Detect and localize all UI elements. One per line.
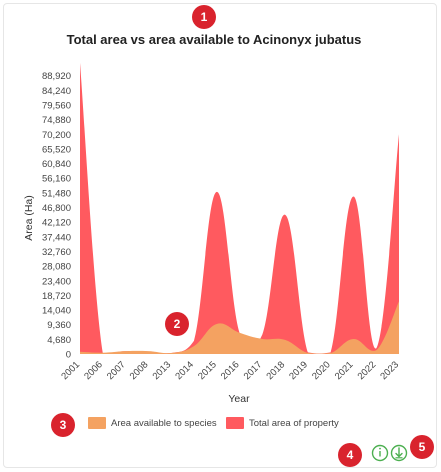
annotation-badge-number: 4 [347,448,354,462]
legend-item-total[interactable]: Total area of property [226,417,339,429]
x-tick-label: 2017 [242,359,265,382]
y-tick-label: 9,360 [47,320,71,331]
y-tick-label: 65,520 [42,144,71,155]
download-icon[interactable] [390,444,408,462]
y-tick-label: 28,080 [42,262,71,273]
y-tick-label: 56,160 [42,174,71,185]
y-tick-label: 4,680 [47,335,71,346]
y-tick-label: 84,240 [42,86,71,97]
annotation-badge-number: 2 [174,317,181,331]
annotation-badge: 5 [410,435,434,459]
y-axis-title: Area (Ha) [23,195,35,241]
annotation-badge-number: 1 [201,10,208,24]
legend-label-available: Area available to species [111,418,217,429]
annotation-badge-number: 5 [419,440,426,454]
annotation-badge: 4 [338,443,362,467]
y-tick-label: 51,480 [42,188,71,199]
series-area-available [80,301,399,354]
y-tick-label: 23,400 [42,276,71,287]
annotation-badge: 1 [192,5,216,29]
y-tick-label: 88,920 [42,71,71,82]
x-axis: 2001 2006 2007 2008 2013 2014 2015 2016 2017 2018… [59,359,401,382]
x-tick-label: 2001 [59,359,82,382]
x-tick-label: 2006 [82,359,105,382]
x-tick-label: 2007 [105,359,128,382]
y-tick-label: 14,040 [42,306,71,317]
legend-swatch-total [226,417,244,429]
x-tick-label: 2008 [128,359,151,382]
chart-title: Total area vs area available to Acinonyx… [67,32,362,47]
legend: Area available to species Total area of … [88,417,339,429]
legend-label-total: Total area of property [249,418,339,429]
x-axis-title: Year [228,393,250,405]
legend-swatch-available [88,417,106,429]
y-tick-label: 0 [66,350,71,361]
y-tick-label: 70,200 [42,130,71,141]
x-tick-label: 2018 [264,359,287,382]
x-tick-label: 2014 [173,359,196,382]
plot-area [80,62,399,354]
annotation-badge: 2 [165,312,189,336]
y-tick-label: 46,800 [42,203,71,214]
y-tick-label: 74,880 [42,115,71,126]
annotation-badge: 3 [51,413,75,437]
series-area-total [80,62,399,354]
y-tick-label: 32,760 [42,247,71,258]
y-tick-label: 42,120 [42,218,71,229]
info-icon[interactable] [371,444,389,462]
x-tick-label: 2019 [287,359,310,382]
y-tick-label: 18,720 [42,291,71,302]
y-axis: 0 4,680 9,360 14,040 18,720 23,400 28,080 32,76… [42,71,71,360]
y-tick-label: 79,560 [42,100,71,111]
x-tick-label: 2021 [333,359,356,382]
annotation-badges: 1 2 3 4 5 [51,5,434,467]
x-tick-label: 2015 [196,359,219,382]
y-tick-label: 37,440 [42,232,71,243]
y-tick-label: 60,840 [42,159,71,170]
x-tick-label: 2016 [219,359,242,382]
legend-item-available[interactable]: Area available to species [88,417,217,429]
x-tick-label: 2022 [356,359,379,382]
x-tick-label: 2020 [310,359,333,382]
x-tick-label: 2013 [151,359,174,382]
x-tick-label: 2023 [378,359,401,382]
annotation-badge-number: 3 [60,418,67,432]
